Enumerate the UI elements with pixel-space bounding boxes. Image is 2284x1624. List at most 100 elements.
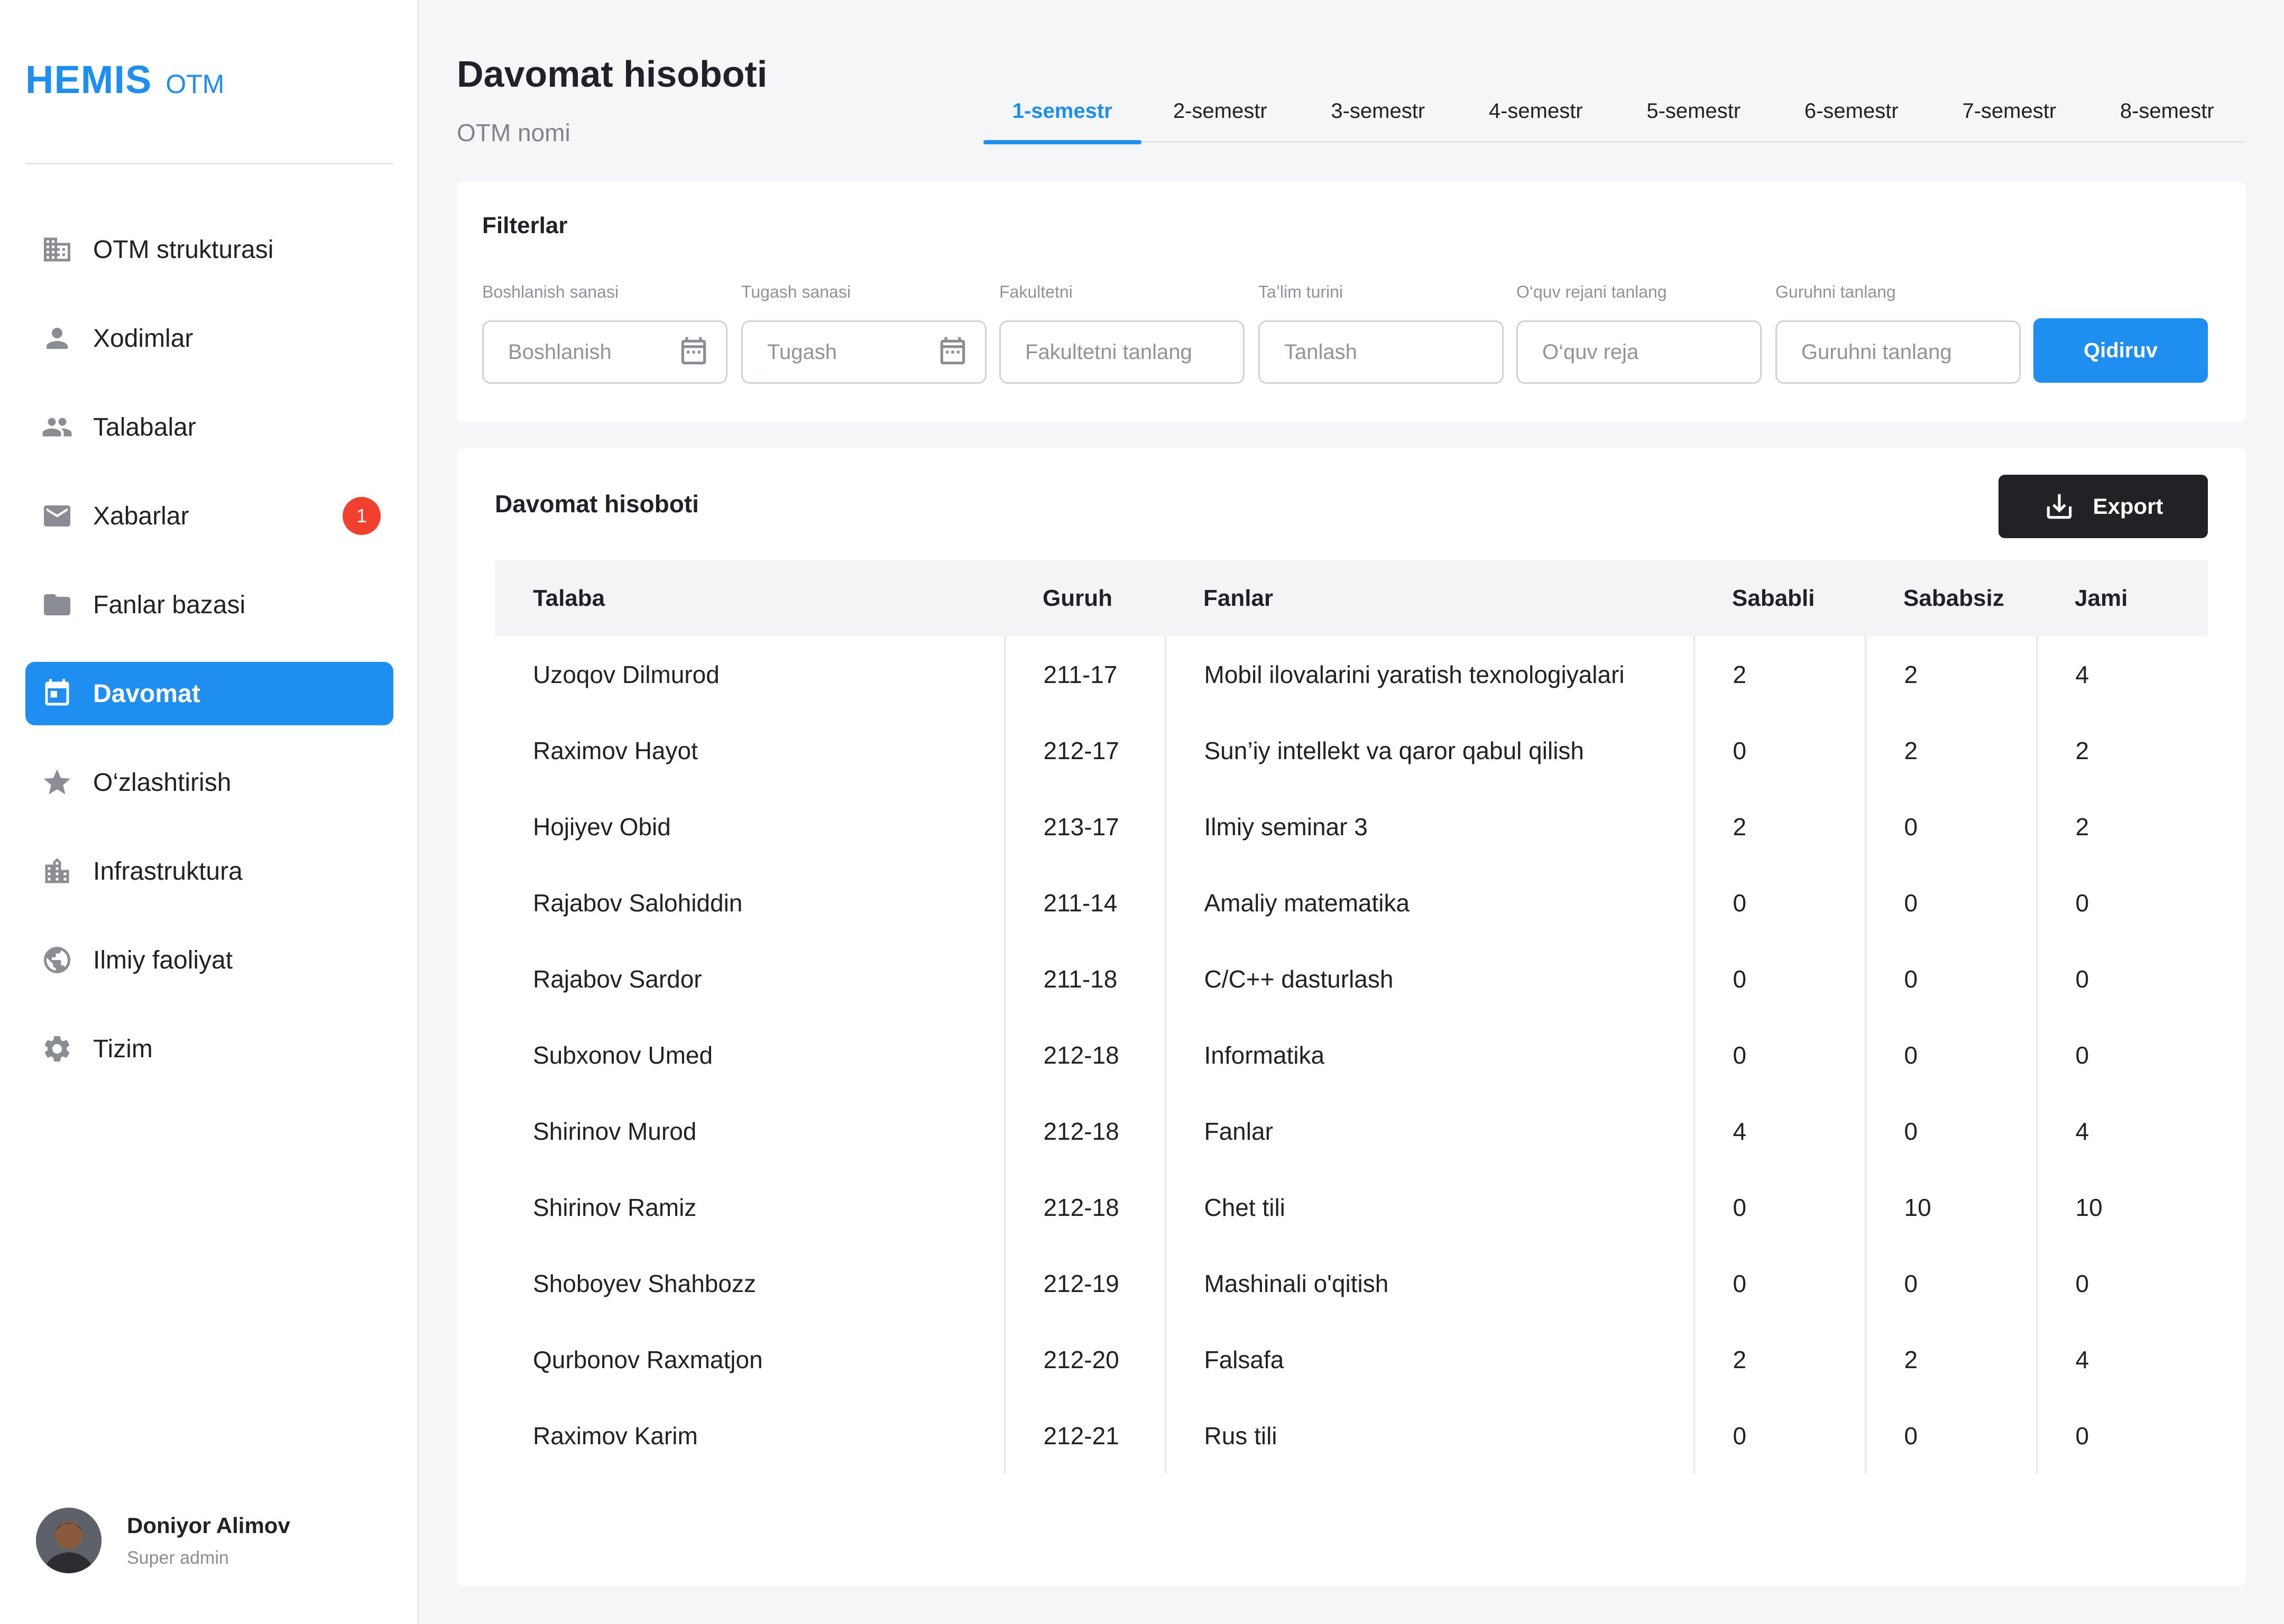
- column-header-fanlar[interactable]: Fanlar: [1203, 585, 1274, 611]
- mail-icon: [40, 499, 74, 533]
- calendar-icon[interactable]: [677, 336, 710, 368]
- field-placeholder: Tugash: [767, 340, 837, 364]
- cell-fanlar: Mobil ilovalarini yaratish texnologiyala…: [1165, 636, 1695, 713]
- cell-jami: 0: [2075, 889, 2089, 917]
- field-label: O‘quv rejani tanlang: [1516, 282, 1667, 301]
- cell-sababli: 2: [1694, 1322, 1866, 1398]
- cell-guruh: 212-18: [1005, 1017, 1166, 1093]
- avatar: [36, 1508, 102, 1573]
- field-placeholder: O‘quv reja: [1542, 340, 1639, 364]
- table-row[interactable]: Raximov Hayot 212-17 Sun’iy intellekt va…: [495, 713, 2208, 789]
- export-label: Export: [2093, 494, 2163, 519]
- column-header-sababsiz[interactable]: Sababsiz: [1903, 585, 2004, 611]
- cell-fanlar: Informatika: [1165, 1017, 1695, 1093]
- export-button[interactable]: Export: [1998, 475, 2208, 538]
- tab-semestr-6[interactable]: 6-semestr: [1804, 99, 1899, 123]
- table-row[interactable]: Shirinov Murod 212-18 Fanlar 4 0 4: [495, 1093, 2208, 1169]
- start-date-field: Boshlanish sanasi Boshlanish: [482, 282, 727, 384]
- table-row[interactable]: Shirinov Ramiz 212-18 Chet tili 0 10 10: [495, 1169, 2208, 1245]
- cell-sababli: 0: [1694, 1169, 1866, 1245]
- cell-sababsiz: 0: [1865, 789, 2038, 865]
- table-row[interactable]: Hojiyev Obid 213-17 Ilmiy seminar 3 2 0 …: [495, 789, 2208, 865]
- group-select[interactable]: Guruhni tanlang: [1775, 320, 2021, 384]
- field-label: Fakultetni: [999, 282, 1073, 301]
- cell-guruh: 212-17: [1005, 713, 1166, 789]
- sidebar-item-infrastruktura[interactable]: Infrastruktura: [25, 839, 393, 903]
- brand-name: HEMIS: [25, 58, 152, 102]
- cell-talaba: Shirinov Murod: [495, 1093, 1006, 1169]
- table-row[interactable]: Qurbonov Raxmatjon 212-20 Falsafa 2 2 4: [495, 1322, 2208, 1398]
- building-icon: [40, 233, 74, 266]
- table-row[interactable]: Shoboyev Shahbozz 212-19 Mashinali o'qit…: [495, 1245, 2208, 1322]
- cell-sababsiz: 2: [1865, 1322, 2038, 1398]
- cell-guruh: 212-21: [1005, 1398, 1166, 1474]
- filters-title: Filterlar: [482, 213, 568, 238]
- brand-logo[interactable]: HEMIS OTM: [25, 57, 224, 102]
- cell-jami: 4: [2075, 1346, 2089, 1373]
- cell-fanlar: Sun’iy intellekt va qaror qabul qilish: [1165, 713, 1695, 789]
- table-header-row: Talaba Guruh Fanlar Sababli Sababsiz Jam…: [495, 560, 2208, 636]
- gear-icon: [40, 1032, 74, 1066]
- curriculum-select[interactable]: O‘quv reja: [1516, 320, 1762, 384]
- tab-semestr-4[interactable]: 4-semestr: [1488, 99, 1583, 123]
- page-subtitle: OTM nomi: [457, 119, 570, 146]
- field-placeholder: Boshlanish: [508, 340, 612, 364]
- cell-talaba: Hojiyev Obid: [495, 789, 1006, 865]
- tab-semestr-3[interactable]: 3-semestr: [1331, 99, 1425, 123]
- globe-icon: [40, 943, 74, 977]
- search-button[interactable]: Qidiruv: [2033, 318, 2208, 383]
- filters-card: Filterlar Boshlanish sanasi Boshlanish T…: [457, 182, 2246, 422]
- end-date-input[interactable]: Tugash: [741, 320, 987, 384]
- table-row[interactable]: Rajabov Salohiddin 211-14 Amaliy matemat…: [495, 865, 2208, 941]
- cell-talaba: Rajabov Sardor: [495, 941, 1006, 1017]
- table-row[interactable]: Subxonov Umed 212-18 Informatika 0 0 0: [495, 1017, 2208, 1093]
- table-row[interactable]: Raximov Karim 212-21 Rus tili 0 0 0: [495, 1398, 2208, 1474]
- sidebar-item-label: Fanlar bazasi: [93, 590, 246, 619]
- cell-guruh: 211-18: [1005, 941, 1166, 1017]
- cell-sababsiz: 2: [1865, 713, 2038, 789]
- person-icon: [40, 321, 74, 355]
- cell-sababsiz: 10: [1865, 1169, 2038, 1245]
- sidebar-item-label: O‘zlashtirish: [93, 768, 232, 797]
- cell-sababli: 0: [1694, 713, 1866, 789]
- tab-semestr-2[interactable]: 2-semestr: [1173, 99, 1267, 123]
- cell-sababsiz: 2: [1865, 636, 2038, 713]
- tab-semestr-8[interactable]: 8-semestr: [2120, 99, 2214, 123]
- group-field: Guruhni tanlang Guruhni tanlang: [1775, 282, 2021, 384]
- column-header-talaba[interactable]: Talaba: [533, 585, 605, 611]
- sidebar-item-davomat[interactable]: Davomat: [25, 662, 393, 725]
- tab-semestr-5[interactable]: 5-semestr: [1646, 99, 1741, 123]
- sidebar-item-label: Davomat: [93, 679, 200, 708]
- sidebar-item-tizim[interactable]: Tizim: [25, 1017, 393, 1081]
- cell-sababsiz: 0: [1865, 941, 2038, 1017]
- column-header-guruh[interactable]: Guruh: [1043, 585, 1112, 611]
- cell-fanlar: C/C++ dasturlash: [1165, 941, 1695, 1017]
- sidebar-item-ilmiy-faoliyat[interactable]: Ilmiy faoliyat: [25, 928, 393, 992]
- sidebar-item-ozlashtirish[interactable]: O‘zlashtirish: [25, 751, 393, 814]
- cell-fanlar: Ilmiy seminar 3: [1165, 789, 1695, 865]
- user-profile[interactable]: Doniyor Alimov Super admin: [36, 1508, 290, 1573]
- sidebar-item-xabarlar[interactable]: Xabarlar 1: [25, 484, 393, 548]
- cell-sababli: 0: [1694, 941, 1866, 1017]
- field-placeholder: Guruhni tanlang: [1801, 340, 1952, 364]
- end-date-field: Tugash sanasi Tugash: [741, 282, 987, 384]
- column-header-sababli[interactable]: Sababli: [1732, 585, 1815, 611]
- cell-guruh: 211-17: [1005, 636, 1166, 713]
- cell-sababli: 0: [1694, 1245, 1866, 1322]
- field-label: Guruhni tanlang: [1775, 282, 1896, 301]
- sidebar-item-talabalar[interactable]: Talabalar: [25, 395, 393, 459]
- cell-guruh: 212-18: [1005, 1093, 1166, 1169]
- start-date-input[interactable]: Boshlanish: [482, 320, 727, 384]
- tab-semestr-1[interactable]: 1-semestr: [983, 93, 1141, 144]
- column-header-jami[interactable]: Jami: [2075, 585, 2128, 611]
- table-row[interactable]: Rajabov Sardor 211-18 C/C++ dasturlash 0…: [495, 941, 2208, 1017]
- sidebar-item-xodimlar[interactable]: Xodimlar: [25, 307, 393, 370]
- faculty-select[interactable]: Fakultetni tanlang: [999, 320, 1245, 384]
- sidebar-item-otm-strukturasi[interactable]: OTM strukturasi: [25, 218, 393, 281]
- table-row[interactable]: Uzoqov Dilmurod 211-17 Mobil ilovalarini…: [495, 636, 2208, 713]
- tab-semestr-7[interactable]: 7-semestr: [1962, 99, 2057, 123]
- sidebar-item-fanlar-bazasi[interactable]: Fanlar bazasi: [25, 573, 393, 636]
- cell-fanlar: Mashinali o'qitish: [1165, 1245, 1695, 1322]
- education-type-select[interactable]: Tanlash: [1258, 320, 1504, 384]
- calendar-icon[interactable]: [936, 336, 969, 368]
